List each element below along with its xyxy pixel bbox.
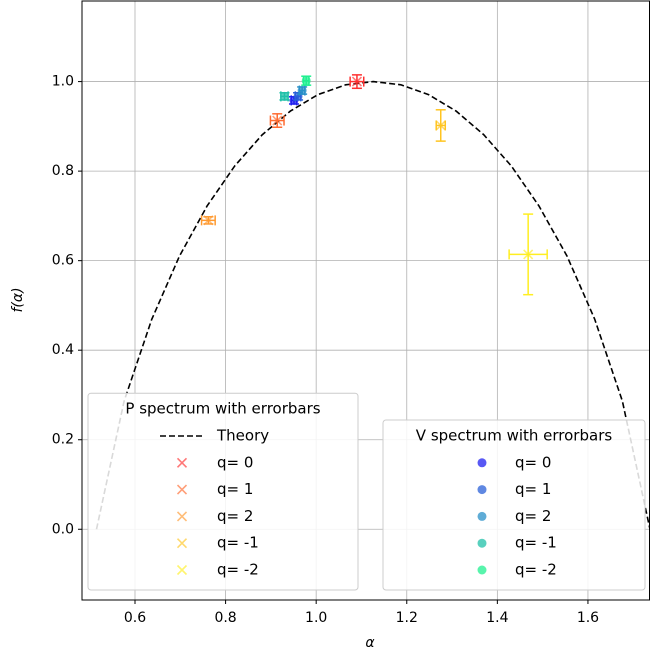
legend-label: q= 0 xyxy=(217,453,253,471)
theory-line xyxy=(95,80,650,530)
legend-label: q= 2 xyxy=(217,507,253,525)
y-tick-label: 0.0 xyxy=(52,521,74,537)
legend-label: q= 1 xyxy=(515,480,551,498)
y-axis-label: f(α) xyxy=(10,287,26,312)
legend-box xyxy=(382,419,646,591)
legend-handle xyxy=(477,458,487,468)
y-tick-label: 0.4 xyxy=(52,342,74,358)
circle-marker xyxy=(301,76,311,86)
x-axis-label: α xyxy=(365,635,375,651)
legend-title: V spectrum with errorbars xyxy=(416,427,613,445)
legend-label: q= 1 xyxy=(217,480,253,498)
legend-handle xyxy=(477,565,487,575)
circle-marker xyxy=(279,91,289,101)
y-tick-label: 0.6 xyxy=(52,253,74,269)
legend: P spectrum with errorbars Theory q= 0 q= 1 q… xyxy=(87,392,359,591)
legend-label: q= -1 xyxy=(217,534,259,552)
legend-label: q= 0 xyxy=(515,453,551,471)
x-marker xyxy=(523,249,534,260)
legend: V spectrum with errorbars q= 0 q= 1 q= 2 q= … xyxy=(382,419,646,591)
x-marker xyxy=(272,115,283,126)
x-tick-label: 0.6 xyxy=(124,610,146,626)
legend-handle xyxy=(176,564,188,576)
legend-handle xyxy=(477,485,487,495)
legend-label: q= 2 xyxy=(515,507,551,525)
x-tick-label: 1.6 xyxy=(577,610,599,626)
y-tick-label: 0.8 xyxy=(52,163,74,179)
legend-handle xyxy=(477,538,487,548)
x-marker xyxy=(351,76,363,87)
x-marker xyxy=(203,215,214,226)
circle-marker xyxy=(297,86,307,96)
legend-handle xyxy=(176,511,188,522)
legend-handle xyxy=(176,484,188,495)
legend-handle xyxy=(477,511,487,521)
x-tick-label: 1.4 xyxy=(486,610,508,626)
legend-box xyxy=(87,392,359,591)
x-tick-label: 0.8 xyxy=(214,610,236,626)
legend-label: Theory xyxy=(216,427,269,445)
legend-title: P spectrum with errorbars xyxy=(125,400,320,418)
y-tick-label: 1.0 xyxy=(52,74,74,90)
legend-label: q= -1 xyxy=(515,534,557,552)
x-marker xyxy=(435,120,446,131)
x-tick-label: 1.0 xyxy=(305,610,327,626)
plot-area xyxy=(95,74,650,530)
legend-label: q= -2 xyxy=(217,561,259,579)
y-tick-label: 0.2 xyxy=(52,432,74,448)
legend-label: q= -2 xyxy=(515,561,557,579)
x-tick-label: 1.2 xyxy=(396,610,418,626)
legend-handle xyxy=(176,538,188,549)
legend-handle xyxy=(176,457,188,468)
